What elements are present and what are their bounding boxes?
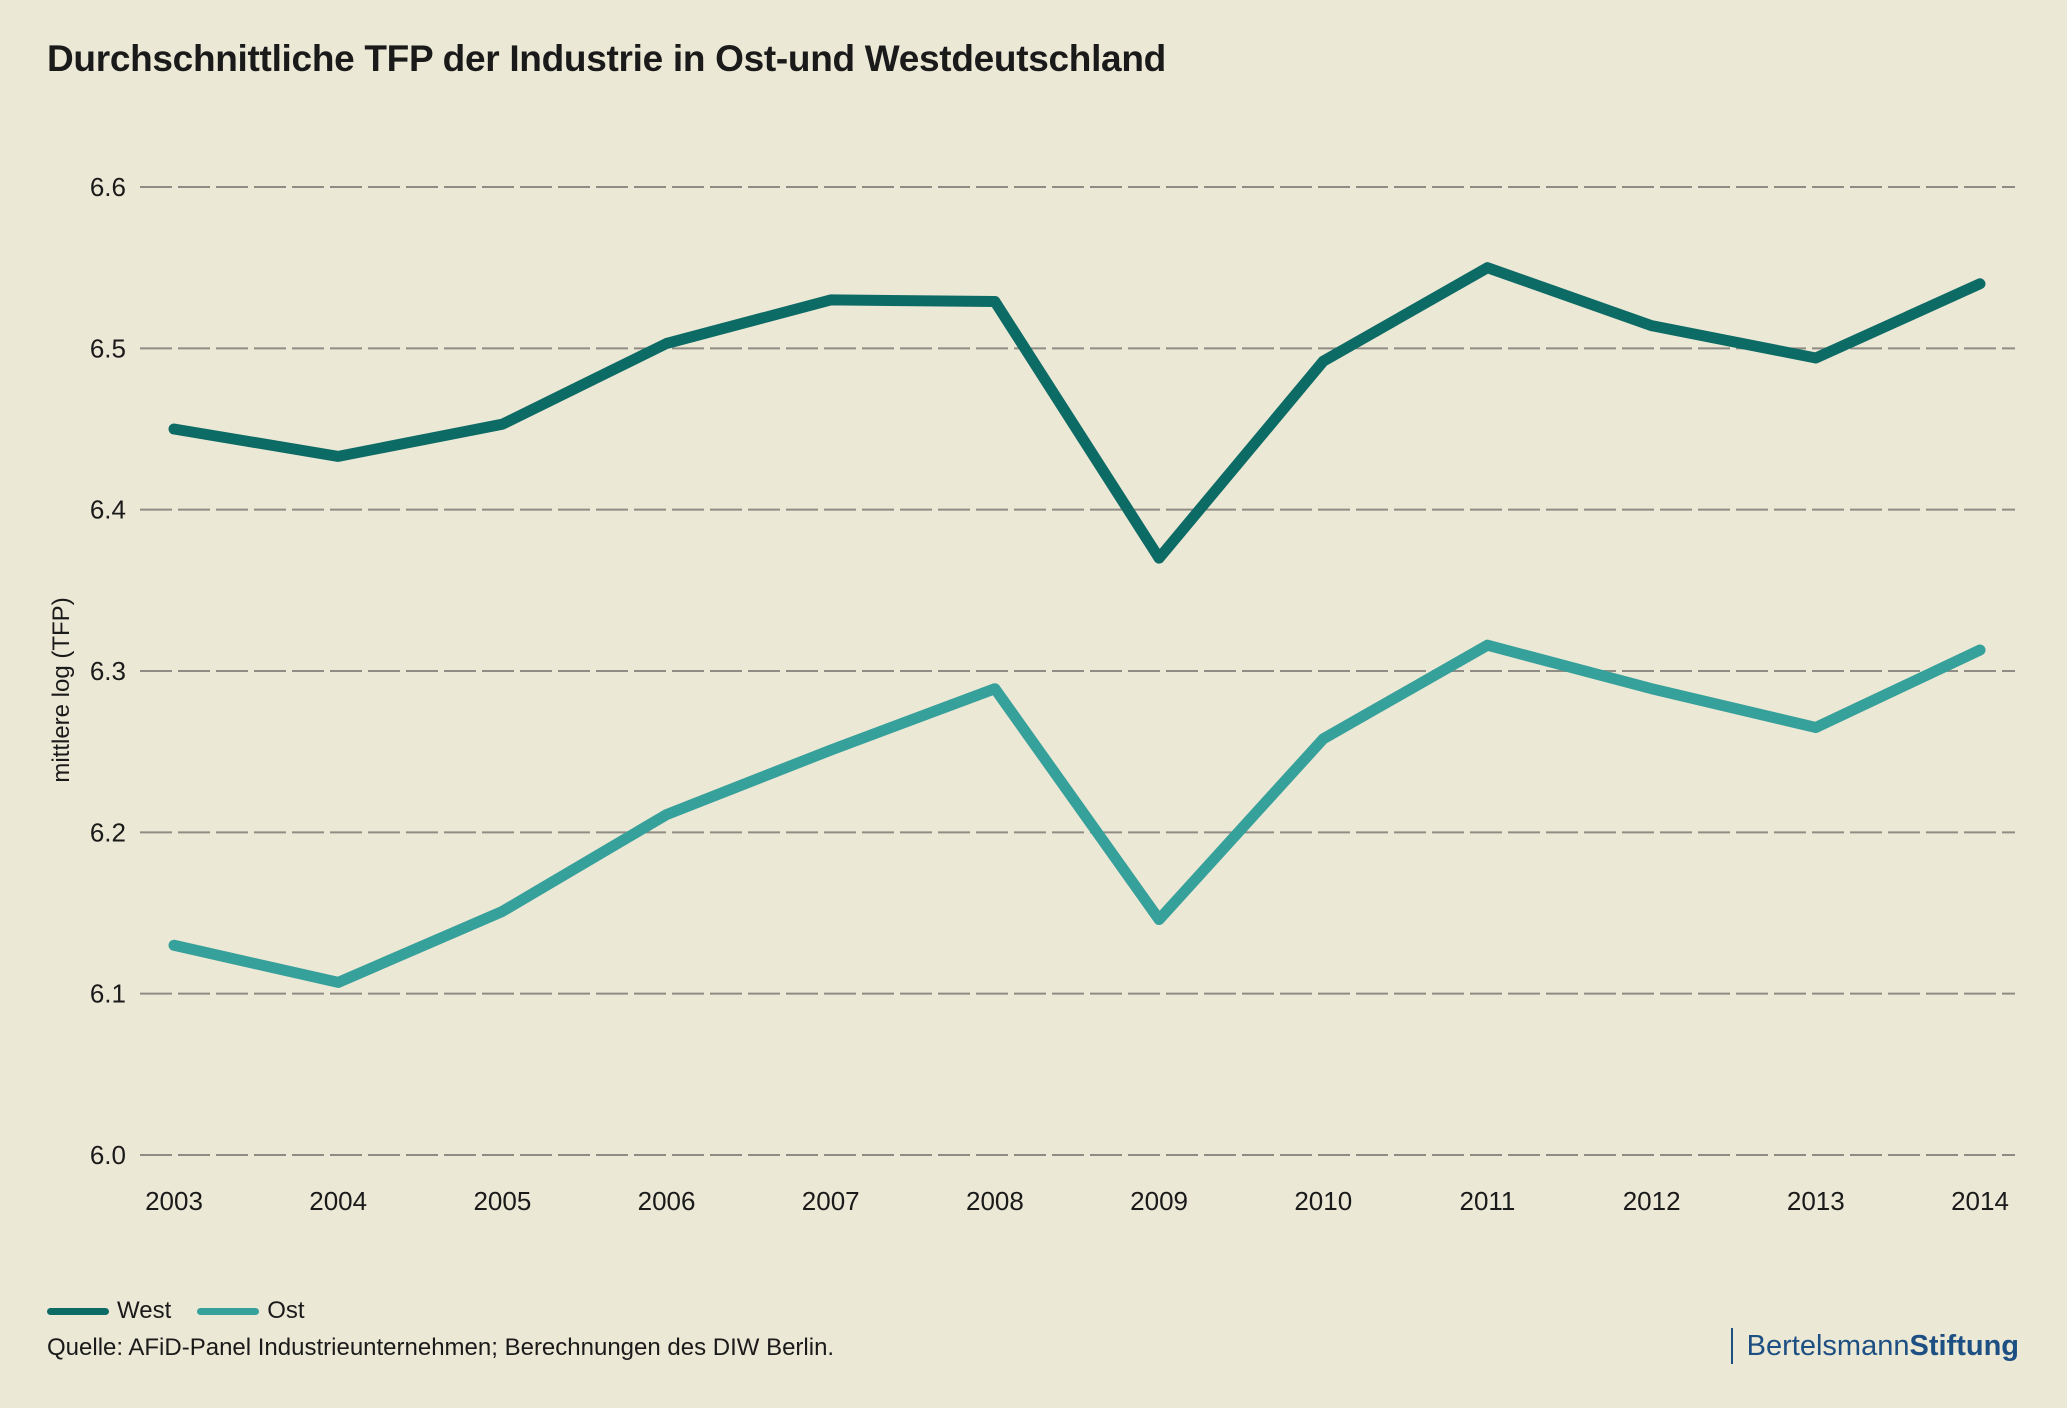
legend-item-ost: Ost [197, 1297, 305, 1325]
chart-title: Durchschnittliche TFP der Industrie in O… [47, 38, 1166, 79]
x-tick-label: 2014 [1951, 1186, 2009, 1216]
y-tick-labels: 6.0 6.1 6.2 6.3 6.4 6.5 6.6 [90, 172, 126, 1170]
source-note: Quelle: AFiD-Panel Industrieunternehmen;… [47, 1334, 835, 1361]
y-tick-label: 6.5 [90, 333, 126, 363]
x-tick-labels: 2003 2004 2005 2006 2007 2008 2009 2010 2011 2012… [145, 1186, 2009, 1216]
x-tick-label: 2005 [473, 1186, 531, 1216]
legend-item-west: West [47, 1297, 171, 1325]
y-tick-label: 6.2 [90, 817, 126, 847]
series-lines [168, 262, 1986, 988]
x-tick-label: 2008 [966, 1186, 1024, 1216]
x-tick-label: 2012 [1623, 1186, 1681, 1216]
legend-swatch-west [47, 1307, 109, 1315]
x-tick-label: 2007 [802, 1186, 860, 1216]
x-tick-label: 2003 [145, 1186, 203, 1216]
y-tick-label: 6.4 [90, 495, 126, 525]
y-tick-label: 6.1 [90, 979, 126, 1009]
x-tick-label: 2009 [1130, 1186, 1188, 1216]
legend-label-ost: Ost [267, 1297, 305, 1324]
line-chart: 6.06.16.26.36.46.56.6 2003 2004 2005 2006 20… [48, 172, 2015, 1216]
brand-name-bold: Stiftung [1909, 1329, 2019, 1362]
series-line-ost [168, 639, 1986, 988]
legend: West Ost [47, 1297, 305, 1325]
brand-name-regular: Bertelsmann [1746, 1329, 1910, 1362]
series-line-west [168, 262, 1986, 564]
y-tick-label: 6.6 [90, 172, 126, 202]
legend-swatch-ost [197, 1307, 260, 1315]
y-axis-label: mittlere log (TFP) [48, 597, 75, 782]
legend-label-west: West [117, 1297, 172, 1324]
brand-divider [1730, 1328, 1733, 1364]
y-tick-label: 6.3 [90, 656, 126, 686]
x-tick-label: 2013 [1787, 1186, 1845, 1216]
x-tick-label: 2011 [1459, 1186, 1515, 1216]
brand-logo: Bertelsmann Stiftung [1730, 1328, 2019, 1364]
x-tick-label: 2010 [1294, 1186, 1352, 1216]
x-tick-label: 2006 [638, 1186, 696, 1216]
y-tick-label: 6.0 [90, 1140, 126, 1170]
grid-lines [140, 186, 2015, 1156]
x-tick-label: 2004 [309, 1186, 367, 1216]
